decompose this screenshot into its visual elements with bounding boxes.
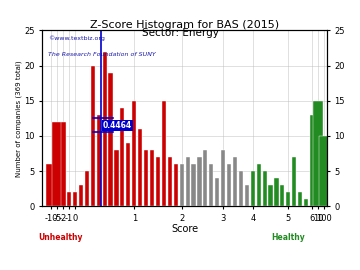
Bar <box>120 108 125 206</box>
X-axis label: Score: Score <box>171 224 198 234</box>
Bar <box>144 150 148 206</box>
Bar <box>280 185 284 206</box>
Y-axis label: Number of companies (369 total): Number of companies (369 total) <box>15 60 22 177</box>
Bar <box>245 185 249 206</box>
Bar <box>150 150 154 206</box>
Bar <box>312 101 323 206</box>
Bar <box>203 150 207 206</box>
Bar <box>114 150 118 206</box>
Bar <box>138 129 142 206</box>
Text: Healthy: Healthy <box>271 233 305 242</box>
Bar <box>221 150 225 206</box>
Text: ©www.textbiz.org: ©www.textbiz.org <box>48 36 105 41</box>
Bar <box>108 73 113 206</box>
Bar <box>227 164 231 206</box>
Bar <box>180 164 184 206</box>
Bar <box>310 115 314 206</box>
Bar <box>239 171 243 206</box>
Bar <box>192 164 195 206</box>
Bar <box>286 192 291 206</box>
Bar <box>215 178 219 206</box>
Bar <box>168 157 172 206</box>
Bar <box>103 52 107 206</box>
Bar <box>156 157 160 206</box>
Bar <box>269 185 273 206</box>
Bar <box>61 122 66 206</box>
Bar <box>67 192 71 206</box>
Bar <box>319 136 329 206</box>
Bar <box>298 192 302 206</box>
Text: 0.4464: 0.4464 <box>103 121 132 130</box>
Bar <box>73 192 77 206</box>
Bar <box>126 143 130 206</box>
Bar <box>46 164 57 206</box>
Bar <box>174 164 178 206</box>
Bar <box>251 171 255 206</box>
Bar <box>79 185 83 206</box>
Bar <box>274 178 279 206</box>
Text: Sector: Energy: Sector: Energy <box>141 28 219 38</box>
Title: Z-Score Histogram for BAS (2015): Z-Score Histogram for BAS (2015) <box>90 21 279 31</box>
Bar <box>162 101 166 206</box>
Bar <box>262 171 267 206</box>
Bar <box>233 157 237 206</box>
Bar <box>91 66 95 206</box>
Bar <box>185 157 190 206</box>
Bar <box>257 164 261 206</box>
Bar <box>304 199 308 206</box>
Bar <box>85 171 89 206</box>
Text: The Research Foundation of SUNY: The Research Foundation of SUNY <box>48 52 156 56</box>
Bar <box>197 157 202 206</box>
Bar <box>132 101 136 206</box>
Bar <box>292 157 296 206</box>
Bar <box>52 122 63 206</box>
Bar <box>209 164 213 206</box>
Text: Unhealthy: Unhealthy <box>38 233 82 242</box>
Bar <box>96 115 101 206</box>
